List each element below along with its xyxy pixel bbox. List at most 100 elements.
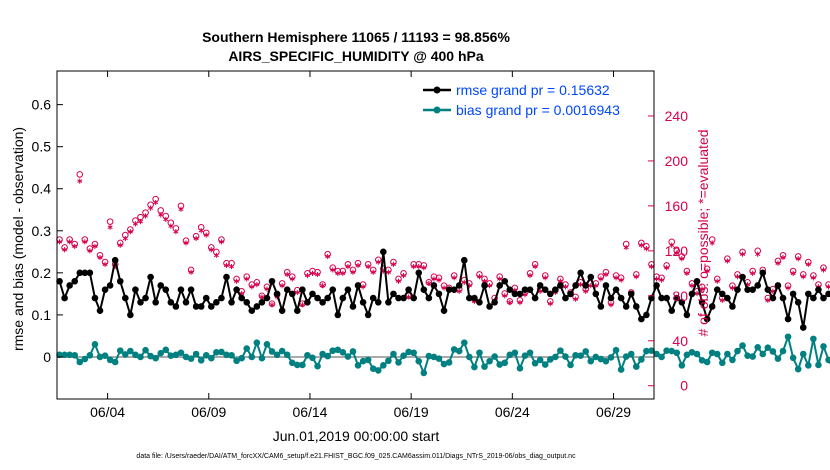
rmse-marker	[815, 286, 822, 293]
rmse-marker	[101, 286, 109, 293]
rmse-marker	[167, 298, 175, 306]
evaluated-obs-marker	[805, 261, 811, 267]
evaluated-obs-marker	[724, 258, 730, 264]
bias-marker	[172, 351, 180, 359]
evaluated-obs-marker	[426, 280, 432, 287]
evaluated-obs-marker	[436, 277, 442, 283]
bias-marker	[638, 356, 645, 363]
bias-marker	[582, 348, 589, 355]
bias-marker	[410, 349, 417, 357]
evaluated-obs-marker	[249, 284, 255, 290]
rmse-marker	[197, 303, 205, 310]
plot-area	[57, 71, 654, 399]
rmse-marker	[668, 307, 676, 314]
evaluated-obs-marker	[790, 270, 796, 276]
evaluated-obs-marker	[254, 281, 260, 288]
rmse-marker	[208, 303, 215, 310]
rmse-marker	[769, 294, 777, 302]
bias-marker	[415, 357, 423, 365]
evaluated-obs-marker	[421, 265, 427, 271]
rmse-marker	[278, 307, 286, 314]
bias-marker	[420, 369, 428, 377]
bias-marker	[627, 350, 635, 358]
bias-marker	[127, 347, 134, 355]
evaluated-obs-marker	[734, 274, 740, 280]
evaluated-obs-marker	[208, 247, 214, 253]
bias-marker	[96, 353, 104, 361]
evaluated-obs-marker	[153, 199, 159, 206]
rmse-marker	[152, 298, 159, 306]
rmse-marker	[228, 298, 235, 306]
bias-marker	[744, 352, 751, 359]
rmse-marker	[111, 256, 119, 264]
rmse-marker	[719, 290, 726, 298]
x-tick-label: 06/19	[394, 404, 429, 420]
rmse-marker	[380, 248, 387, 256]
bias-marker	[749, 353, 756, 360]
rmse-marker	[698, 298, 706, 306]
evaluated-obs-marker	[755, 251, 761, 257]
evaluated-obs-marker	[684, 270, 690, 276]
evaluated-obs-marker	[294, 289, 300, 296]
rmse-marker	[61, 294, 68, 302]
y2-tick-label: 200	[665, 153, 689, 169]
rmse-marker	[516, 290, 524, 298]
y-tick-label: 0.4	[32, 181, 52, 197]
bias-marker	[319, 350, 326, 358]
rmse-marker	[385, 298, 392, 306]
rmse-marker	[577, 269, 584, 277]
rmse-marker	[552, 286, 559, 293]
rmse-marker	[476, 298, 483, 306]
evaluated-obs-marker	[674, 250, 680, 256]
evaluated-obs-marker	[664, 265, 670, 271]
rmse-marker	[511, 290, 519, 298]
bias-marker	[622, 353, 630, 360]
bias-marker	[440, 360, 448, 368]
bias-marker	[344, 353, 352, 360]
x-tick-label: 06/14	[292, 404, 327, 420]
x-tick-label: 06/09	[191, 404, 226, 420]
bias-marker	[187, 355, 195, 362]
rmse-marker	[612, 286, 620, 293]
evaluated-obs-marker	[669, 242, 675, 248]
bias-marker	[395, 359, 402, 366]
rmse-marker	[739, 273, 746, 281]
evaluated-obs-marker	[714, 278, 720, 284]
bias-marker	[132, 351, 139, 359]
rmse-marker	[430, 282, 438, 289]
evaluated-obs-marker	[127, 229, 133, 235]
y2-tick-label: 80	[672, 288, 688, 304]
bias-marker	[400, 352, 407, 359]
evaluated-obs-marker	[583, 288, 589, 294]
evaluated-obs-marker	[375, 259, 381, 265]
bias-marker	[658, 353, 665, 361]
rmse-marker	[754, 282, 762, 289]
evaluated-obs-marker	[62, 247, 68, 253]
bias-marker	[552, 353, 559, 361]
bias-marker	[405, 348, 412, 356]
bias-marker	[137, 353, 144, 361]
rmse-marker	[420, 286, 428, 293]
legend: rmse grand pr = 0.15632 bias grand pr = …	[423, 82, 620, 118]
bias-marker	[567, 361, 574, 369]
x-axis-ticks: 06/04 06/09 06/14 06/19 06/24 06/29	[90, 71, 631, 420]
rmse-marker	[678, 298, 686, 306]
evaluated-obs-marker	[92, 243, 98, 249]
x-tick-label: 06/04	[90, 404, 125, 420]
evaluated-obs-marker	[330, 267, 336, 273]
evaluated-obs-marker	[163, 216, 169, 222]
rmse-marker	[369, 294, 377, 302]
rmse-marker	[294, 307, 301, 314]
bias-marker	[653, 350, 660, 358]
rmse-marker	[471, 294, 478, 302]
rmse-marker	[258, 298, 266, 306]
rmse-marker	[71, 277, 79, 285]
evaluated-obs-marker	[365, 263, 371, 270]
rmse-marker	[233, 286, 240, 293]
bias-marker	[607, 354, 615, 361]
evaluated-obs-marker	[517, 299, 523, 306]
rmse-marker	[567, 290, 574, 298]
rmse-marker	[729, 303, 736, 310]
bias-marker	[299, 361, 306, 369]
rmse-marker	[632, 303, 640, 310]
